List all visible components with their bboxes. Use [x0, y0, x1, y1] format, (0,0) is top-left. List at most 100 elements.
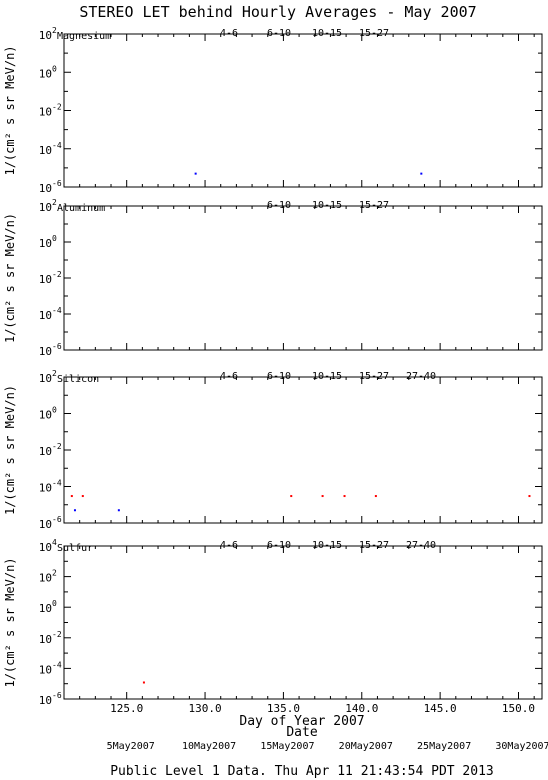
y-tick-label: 10	[39, 345, 52, 358]
plot-frame	[63, 205, 543, 351]
data-point-6-10	[70, 495, 73, 498]
y-tick-base: 10	[39, 237, 52, 250]
panel-title: Magnesium	[57, 31, 111, 42]
y-tick-label: 10	[39, 541, 52, 554]
data-point-6-10	[374, 495, 377, 498]
y-tick-label: 10	[39, 237, 52, 250]
y-tick-base: 10	[39, 182, 52, 195]
legend-entry-6-10: 6-10	[267, 28, 291, 39]
legend-entry-10-15: 10-15	[312, 540, 342, 551]
x-tick-label: 150.0	[502, 702, 535, 715]
data-point-6-10	[142, 681, 145, 684]
y-tick-base: 10	[39, 409, 52, 422]
x-tick-label: 125.0	[110, 702, 143, 715]
y-axis-label: 1/(cm² s sr MeV/n)	[3, 557, 17, 687]
y-tick-label: 10	[39, 518, 52, 531]
plot-frame	[63, 33, 543, 188]
y-tick-label: 10	[39, 273, 52, 286]
y-tick-base: 10	[39, 67, 52, 80]
y-tick-exponent: -4	[52, 479, 62, 488]
y-tick-exponent: 0	[52, 64, 57, 73]
y-tick-base: 10	[39, 144, 52, 157]
legend-entry-27-40: 27-40	[406, 540, 436, 551]
x-tick-label: 130.0	[188, 702, 221, 715]
y-tick-base: 10	[39, 273, 52, 286]
data-point-6-10	[81, 495, 84, 498]
y-tick-label: 10	[39, 602, 52, 615]
panel-title: Silicon	[57, 374, 99, 385]
y-tick-base: 10	[39, 633, 52, 646]
legend-entry-4-6: 4-6	[220, 371, 238, 382]
date-axis-label: Date	[286, 725, 317, 740]
y-tick-base: 10	[39, 29, 52, 42]
legend-entry-15-27: 15-27	[359, 28, 389, 39]
data-point-6-10	[290, 495, 293, 498]
y-tick-base: 10	[39, 572, 52, 585]
date-tick-label: 20May2007	[339, 741, 393, 752]
date-tick-label: 25May2007	[417, 741, 471, 752]
y-tick-exponent: 2	[52, 198, 57, 207]
data-point-6-10	[343, 495, 346, 498]
y-tick-base: 10	[39, 602, 52, 615]
y-tick-base: 10	[39, 201, 52, 214]
y-tick-label: 10	[39, 29, 52, 42]
y-tick-base: 10	[39, 445, 52, 458]
plot-frame	[63, 376, 543, 524]
y-tick-exponent: -4	[52, 306, 62, 315]
legend-entry-15-27: 15-27	[359, 200, 389, 211]
legend-entry-10-15: 10-15	[312, 371, 342, 382]
data-point-6-10	[321, 495, 324, 498]
y-tick-exponent: -6	[52, 691, 62, 700]
legend-entry-6-10: 6-10	[267, 371, 291, 382]
y-tick-label: 10	[39, 445, 52, 458]
legend-entry-10-15: 10-15	[312, 200, 342, 211]
y-axis-label: 1/(cm² s sr MeV/n)	[3, 45, 17, 175]
y-tick-label: 10	[39, 144, 52, 157]
x-axis-label: Day of Year 2007	[239, 714, 364, 729]
y-tick-exponent: -2	[52, 270, 62, 279]
data-point-15-27	[194, 172, 197, 175]
y-tick-base: 10	[39, 106, 52, 119]
legend-entry-4-6: 4-6	[220, 540, 238, 551]
data-point-15-27	[73, 509, 76, 512]
y-tick-exponent: 2	[52, 26, 57, 35]
plot-frame	[63, 545, 543, 700]
y-tick-label: 10	[39, 482, 52, 495]
date-tick-label: 15May2007	[260, 741, 314, 752]
y-tick-exponent: -4	[52, 141, 62, 150]
y-tick-exponent: -2	[52, 103, 62, 112]
y-tick-exponent: 2	[52, 369, 57, 378]
y-tick-label: 10	[39, 106, 52, 119]
y-tick-label: 10	[39, 182, 52, 195]
y-tick-label: 10	[39, 694, 52, 707]
y-tick-label: 10	[39, 309, 52, 322]
panel-title: Sulfur	[57, 543, 93, 554]
y-tick-exponent: 0	[52, 599, 57, 608]
y-tick-label: 10	[39, 663, 52, 676]
y-tick-exponent: -6	[52, 515, 62, 524]
legend-entry-10-15: 10-15	[312, 28, 342, 39]
y-tick-exponent: 0	[52, 234, 57, 243]
legend-entry-15-27: 15-27	[359, 540, 389, 551]
y-tick-exponent: -2	[52, 630, 62, 639]
date-tick-label: 10May2007	[182, 741, 236, 752]
y-tick-exponent: -6	[52, 342, 62, 351]
panel-title: Aluminum	[57, 203, 105, 214]
y-tick-exponent: 4	[52, 538, 57, 547]
y-axis-label: 1/(cm² s sr MeV/n)	[3, 385, 17, 515]
footer-text: Public Level 1 Data. Thu Apr 11 21:43:54…	[110, 764, 494, 779]
legend-entry-4-6: 4-6	[220, 28, 238, 39]
y-tick-exponent: 2	[52, 569, 57, 578]
data-point-15-27	[117, 509, 120, 512]
y-tick-label: 10	[39, 67, 52, 80]
date-tick-label: 5May2007	[107, 741, 155, 752]
y-tick-label: 10	[39, 633, 52, 646]
y-tick-exponent: 0	[52, 406, 57, 415]
y-tick-base: 10	[39, 372, 52, 385]
